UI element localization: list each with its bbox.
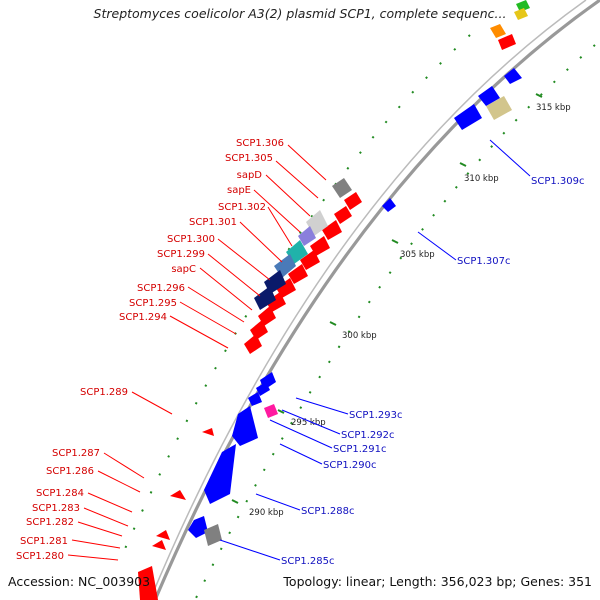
tick-290 [231,499,239,504]
gene-blue-d [382,198,396,212]
label-forward-3: sapE [227,185,251,196]
gene-red-10 [250,320,268,340]
gene-red-top [498,34,516,50]
gene-yellow-top [514,8,528,20]
gene-blue-h [232,406,258,446]
forward-cluster-upper [244,178,362,354]
label-forward-2: sapD [237,170,263,181]
label-forward-7: SCP1.299 [157,249,205,260]
tick-marks [231,93,543,504]
tick-300 [329,321,337,326]
label-reverse-4: SCP1.291c [333,444,387,455]
gene-red-4 [310,236,330,256]
tick-label-310: 310 kbp [464,174,499,184]
label-reverse-1: SCP1.307c [457,256,511,267]
gene-red-small-3 [156,530,170,540]
label-reverse-6: SCP1.288c [301,506,355,517]
gene-navy-2 [254,286,276,310]
tick-label-295: 295 kbp [291,418,326,428]
map-title: Streptomyces coelicolor A3(2) plasmid SC… [93,6,507,21]
gene-red-1 [344,192,362,210]
gene-green-top [516,0,530,12]
gene-red-5 [300,250,320,270]
gene-red-3 [322,220,342,240]
gene-blue-f [256,382,270,396]
backbone-outer [153,0,600,600]
forward-cluster-colored [254,210,328,310]
gene-gray-2 [204,524,222,546]
gene-red-8 [266,292,286,312]
reverse-callout-lines [219,139,531,561]
label-forward-16: SCP1.283 [32,503,80,514]
gene-red-small-1 [202,428,214,436]
label-reverse-2: SCP1.293c [349,410,403,421]
gene-red-2 [334,206,352,224]
label-reverse-7: SCP1.285c [281,556,335,567]
gene-blue-j [188,516,208,538]
gene-gray-1 [332,178,352,198]
gene-blue-g [248,392,262,406]
summary-text: Topology: linear; Length: 356,023 bp; Ge… [283,574,592,589]
tick-label-290: 290 kbp [249,508,284,518]
label-reverse-3: SCP1.292c [341,430,395,441]
label-forward-6: SCP1.300 [167,234,215,245]
gene-red-bottom [138,566,158,600]
tick-label-315: 315 kbp [536,103,571,113]
tick-label-300: 300 kbp [342,331,377,341]
backbone-inner [149,0,587,600]
forward-callout-lines [67,144,327,561]
gene-red-7 [276,278,296,298]
label-forward-4: SCP1.302 [218,202,266,213]
label-forward-11: SCP1.294 [119,312,167,323]
accession-text: Accession: NC_003903 [8,574,151,589]
label-reverse-0: SCP1.309c [531,176,585,187]
tick-label-305: 305 kbp [400,250,435,260]
gene-red-11 [244,334,262,354]
gene-magenta [264,404,278,418]
label-forward-13: SCP1.287 [52,448,100,459]
gene-red-small-2 [170,490,186,500]
label-forward-12: SCP1.289 [80,387,128,398]
label-forward-9: SCP1.296 [137,283,185,294]
gene-blue-b [478,86,500,106]
label-forward-17: SCP1.282 [26,517,74,528]
label-forward-5: SCP1.301 [189,217,237,228]
gene-khaki-top [486,96,512,120]
label-reverse-5: SCP1.290c [323,460,377,471]
tick-295 [277,409,285,414]
gene-red-6 [288,264,308,284]
label-forward-19: SCP1.280 [16,551,64,562]
label-forward-8: sapC [171,264,196,275]
label-forward-18: SCP1.281 [20,536,68,547]
label-forward-10: SCP1.295 [129,298,177,309]
gene-red-small-4 [152,540,166,550]
gene-orange-top [490,24,506,38]
label-forward-15: SCP1.284 [36,488,84,499]
label-forward-0: SCP1.306 [236,138,284,149]
label-forward-14: SCP1.286 [46,466,94,477]
gene-blue-a [504,68,522,84]
gene-lavender [298,226,316,246]
tick-305 [391,239,399,244]
gene-blue-c [454,104,482,130]
gene-blue-i [204,444,236,504]
label-forward-1: SCP1.305 [225,153,273,164]
tick-315 [535,93,543,98]
tick-310 [459,162,467,167]
